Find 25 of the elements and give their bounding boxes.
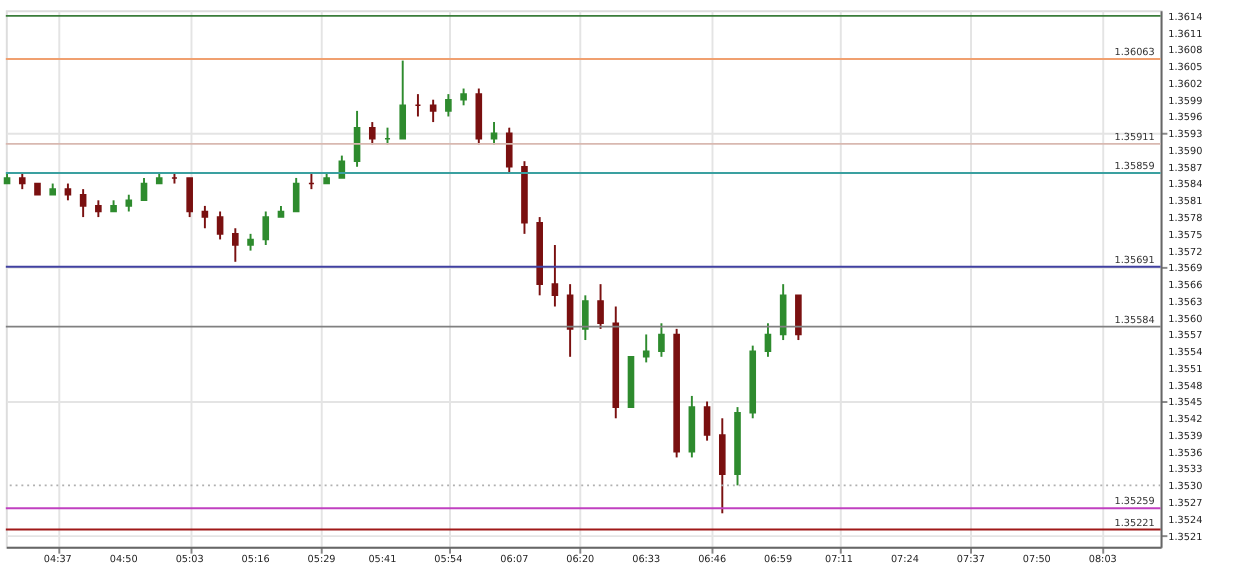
candlestick (764, 322, 772, 358)
candlestick (292, 176, 300, 213)
candlestick (718, 417, 726, 515)
candlestick (703, 400, 711, 442)
candlestick (368, 121, 376, 146)
candlestick (445, 93, 452, 118)
candlestick (429, 98, 437, 124)
candlestick (262, 210, 270, 246)
candlestick (688, 394, 696, 459)
candlestick (642, 333, 650, 364)
candlestick (216, 210, 224, 241)
candlestick (490, 121, 498, 146)
candlestick (186, 176, 193, 219)
candlestick (399, 59, 407, 140)
candlestick (582, 294, 589, 342)
candlestick (140, 176, 148, 202)
candlestick (551, 244, 559, 308)
candlestick (658, 322, 665, 358)
candlestick (505, 126, 513, 174)
candlestick (475, 87, 483, 146)
candlestick (795, 294, 802, 342)
candlestick (232, 227, 239, 263)
candlestick (201, 204, 209, 230)
candlestick (597, 283, 604, 330)
candlestick (79, 188, 87, 219)
